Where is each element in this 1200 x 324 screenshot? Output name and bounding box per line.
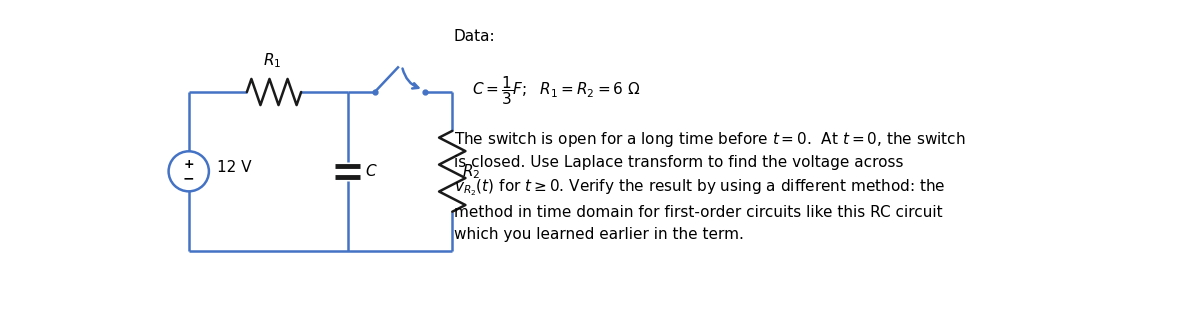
Text: Data:: Data: xyxy=(454,29,496,44)
Text: $C$: $C$ xyxy=(365,163,377,179)
Text: $R_2$: $R_2$ xyxy=(462,162,480,181)
Text: $C = \dfrac{1}{3}F;\ \ R_1 = R_2= 6\ \Omega$: $C = \dfrac{1}{3}F;\ \ R_1 = R_2= 6\ \Om… xyxy=(472,75,641,107)
Text: −: − xyxy=(182,171,194,185)
Text: The switch is open for a long time before $t = 0$.  At $t = 0$, the switch
is cl: The switch is open for a long time befor… xyxy=(454,130,965,242)
Text: $R_1$: $R_1$ xyxy=(263,52,282,70)
Text: +: + xyxy=(184,158,194,171)
Text: 12 V: 12 V xyxy=(217,160,251,175)
